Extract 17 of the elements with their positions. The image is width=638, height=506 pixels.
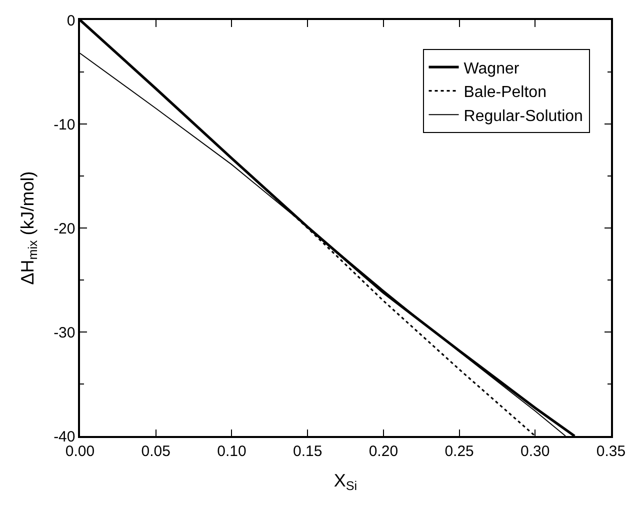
x-tick-label: 0.15 xyxy=(292,442,322,460)
y-tick-label: -20 xyxy=(54,220,76,238)
x-tick-label: 0.25 xyxy=(444,442,474,460)
legend-label: Bale-Pelton xyxy=(464,84,546,102)
x-axis-title: X$_{Si}$ xyxy=(334,470,358,494)
x-tick-label: 0.30 xyxy=(520,442,550,460)
x-tick-label: 0.05 xyxy=(141,442,170,460)
y-tick-label: 0 xyxy=(66,12,76,30)
x-tick-label: 0.35 xyxy=(596,442,626,460)
x-tick-label: 0.10 xyxy=(217,442,246,460)
legend-label: Regular-Solution xyxy=(464,108,583,125)
y-tick-label: -40 xyxy=(54,428,76,446)
y-tick-label: -30 xyxy=(54,324,76,342)
y-tick-label: -10 xyxy=(54,116,76,134)
x-tick-label: 0.00 xyxy=(65,442,95,460)
legend-label: Wagner xyxy=(464,60,520,78)
x-tick-label: 0.20 xyxy=(368,442,398,460)
